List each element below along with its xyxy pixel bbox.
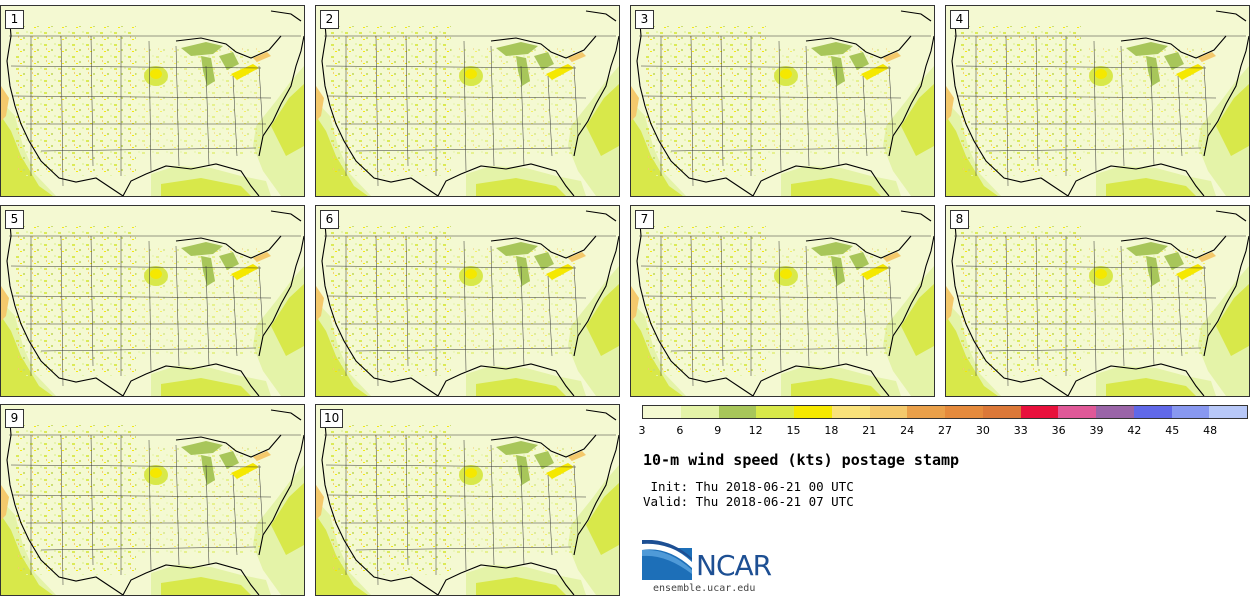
figure-title: 10-m wind speed (kts) postage stamp [643, 451, 960, 469]
wind-speed-map [631, 206, 934, 396]
wind-speed-map [946, 206, 1249, 396]
member-number-label: 9 [5, 409, 24, 428]
colorbar-swatch [907, 406, 945, 418]
colorbar-tick-label: 48 [1203, 424, 1218, 437]
colorbar-swatch [1133, 406, 1172, 418]
member-number-label: 6 [320, 210, 339, 229]
colorbar-swatch [945, 406, 983, 418]
colorbar-tick-label: 12 [748, 424, 763, 437]
colorbar-swatch [1020, 406, 1059, 418]
colorbar-swatch [1096, 406, 1134, 418]
colorbar-tick-label: 18 [824, 424, 839, 437]
ensemble-member-panel: 10 [315, 404, 620, 596]
wind-speed-map [1, 405, 304, 595]
member-number-label: 10 [320, 409, 344, 428]
colorbar-swatch [643, 406, 681, 418]
colorbar-tick-label: 30 [975, 424, 990, 437]
member-number-label: 2 [320, 10, 339, 29]
colorbar-swatch [869, 406, 908, 418]
colorbar-tick-label: 42 [1127, 424, 1142, 437]
colorbar-tick-label: 24 [900, 424, 915, 437]
colorbar-tick-label: 6 [676, 424, 684, 437]
ncar-logo-icon [642, 540, 692, 580]
member-number-label: 1 [5, 10, 24, 29]
valid-time: Valid: Thu 2018-06-21 07 UTC [643, 494, 854, 509]
ensemble-member-panel: 6 [315, 205, 620, 397]
wind-speed-map [1, 206, 304, 396]
ensemble-member-panel: 7 [630, 205, 935, 397]
ensemble-member-panel: 1 [0, 5, 305, 197]
ncar-logo-text: NCAR [696, 549, 772, 582]
colorbar-swatch [756, 406, 794, 418]
colorbar-tick-label: 45 [1165, 424, 1180, 437]
colorbar-swatch [680, 406, 719, 418]
member-number-label: 4 [950, 10, 969, 29]
member-number-label: 3 [635, 10, 654, 29]
member-number-label: 7 [635, 210, 654, 229]
wind-speed-map [946, 6, 1249, 196]
ensemble-member-panel: 2 [315, 5, 620, 197]
ensemble-member-panel: 5 [0, 205, 305, 397]
wind-speed-map [316, 405, 619, 595]
member-number-label: 8 [950, 210, 969, 229]
ensemble-url[interactable]: ensemble.ucar.edu [653, 583, 756, 594]
colorbar [642, 405, 1248, 419]
colorbar-tick-label: 27 [938, 424, 952, 437]
colorbar-tick-label: 33 [1013, 424, 1028, 437]
colorbar-swatch [1171, 406, 1210, 418]
ensemble-member-panel: 8 [945, 205, 1250, 397]
colorbar-tick-label: 9 [714, 424, 722, 437]
wind-speed-map [316, 206, 619, 396]
colorbar-tick-label: 36 [1051, 424, 1066, 437]
ensemble-member-panel: 4 [945, 5, 1250, 197]
colorbar-tick-label: 3 [638, 424, 646, 437]
colorbar-swatch [831, 406, 870, 418]
member-number-label: 5 [5, 210, 24, 229]
wind-speed-map [631, 6, 934, 196]
colorbar-swatch [1058, 406, 1096, 418]
colorbar-swatch [718, 406, 757, 418]
colorbar-swatch [794, 406, 832, 418]
init-time: Init: Thu 2018-06-21 00 UTC [643, 479, 854, 494]
colorbar-tick-label: 39 [1089, 424, 1104, 437]
colorbar-tick-label: 15 [786, 424, 801, 437]
ensemble-member-panel: 9 [0, 404, 305, 596]
ensemble-member-panel: 3 [630, 5, 935, 197]
colorbar-tick-label: 21 [862, 424, 877, 437]
wind-speed-map [316, 6, 619, 196]
wind-speed-map [1, 6, 304, 196]
colorbar-swatch [982, 406, 1021, 418]
colorbar-swatch [1209, 406, 1247, 418]
